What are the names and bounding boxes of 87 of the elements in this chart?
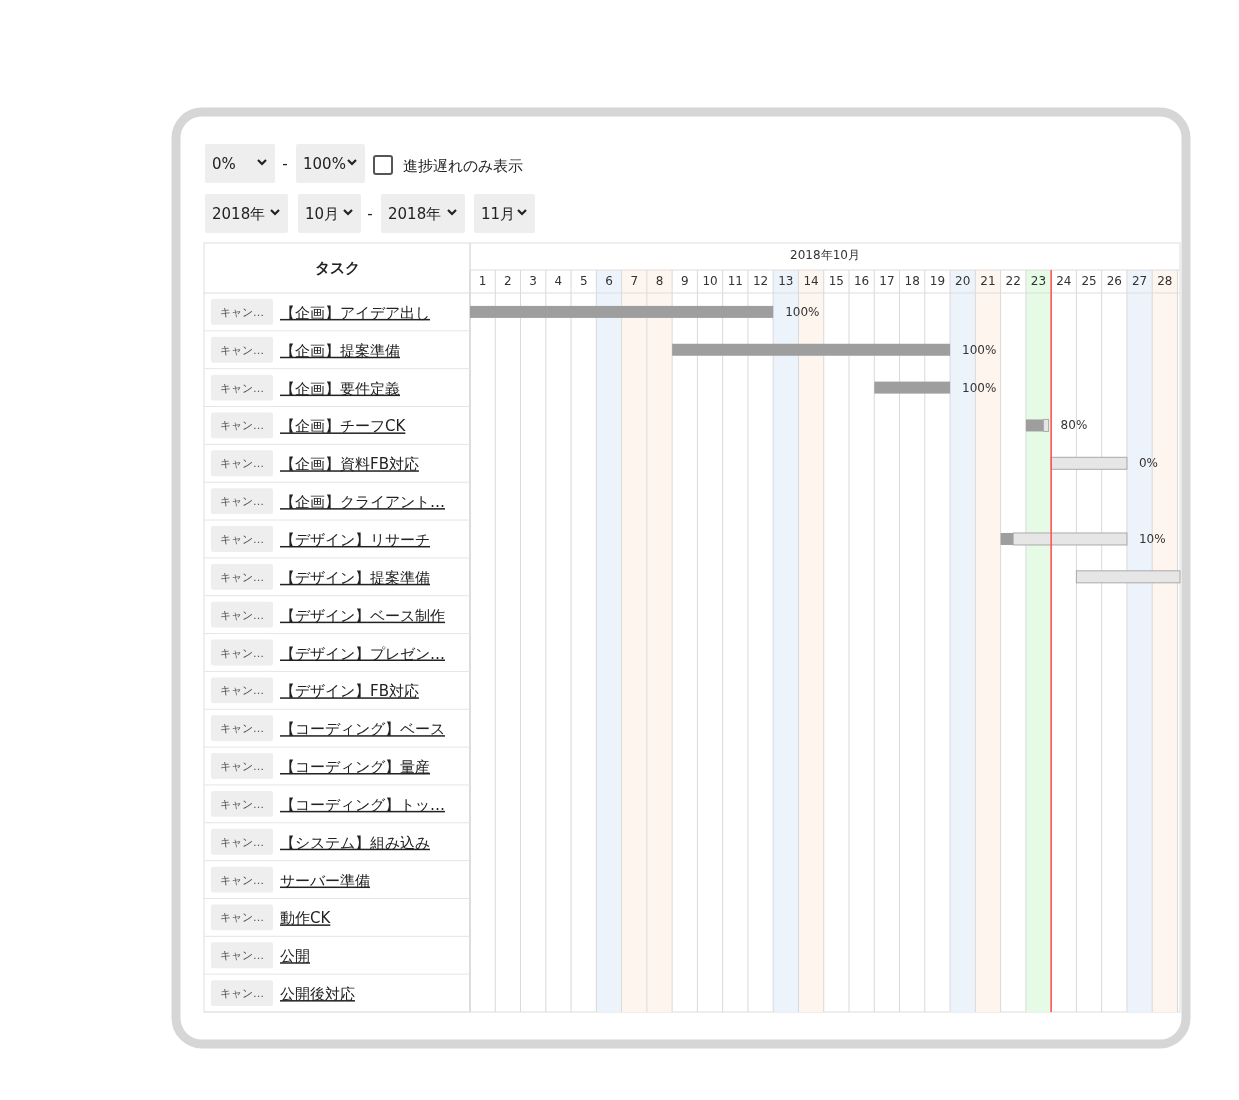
bar	[1050, 456, 1128, 470]
text: 11月	[481, 205, 516, 223]
y-axis-title: タスク	[314, 259, 360, 277]
annotation: 10%	[1138, 531, 1166, 546]
text: キャン…	[220, 305, 264, 319]
text: -	[367, 205, 373, 223]
text: -	[282, 155, 288, 173]
x-tick-label: 18	[904, 274, 920, 288]
y-tick-label: 【デザイン】FB対応	[280, 682, 419, 701]
annotation: 100%	[785, 304, 820, 319]
y-tick-label: 【企画】要件定義	[280, 379, 400, 398]
y-tick-label: 公開	[280, 947, 310, 966]
text: 2018年	[388, 205, 442, 223]
y-tick-label: 動作CK	[280, 909, 332, 928]
text: キャン…	[220, 343, 264, 357]
text: 0%	[212, 155, 236, 173]
text: キャン…	[220, 608, 264, 622]
y-tick-label: 【デザイン】ベース制作	[280, 606, 445, 625]
y-tick-label: 【コーディング】トッ…	[280, 795, 445, 814]
y-tick-label: 【デザイン】プレゼン…	[280, 644, 445, 663]
x-tick-label: 23	[1030, 274, 1047, 288]
x-tick-label: 5	[579, 274, 588, 288]
annotation: 0%	[1138, 456, 1158, 471]
annotation: 100%	[962, 342, 997, 357]
text: キャン…	[220, 646, 264, 660]
text: キャン…	[220, 760, 264, 774]
x-tick-label: 26	[1106, 274, 1122, 288]
x-tick-label: 25	[1081, 274, 1097, 288]
text: キャン…	[220, 873, 264, 887]
text: 100%	[303, 155, 346, 173]
x-tick-label: 7	[630, 274, 639, 288]
text: キャン…	[220, 495, 264, 509]
x-tick-label: 16	[854, 274, 870, 288]
y-tick-label: 【コーディング】ベース	[280, 720, 445, 739]
x-tick-label: 4	[554, 274, 563, 288]
annotation: 100%	[962, 380, 997, 395]
text: キャン…	[220, 722, 264, 736]
x-tick-label: 8	[655, 274, 664, 288]
text: キャン…	[220, 797, 264, 811]
x-tick-label: 2	[504, 274, 512, 288]
y-tick-label: 【デザイン】提案準備	[280, 568, 430, 587]
text: キャン…	[220, 949, 264, 963]
x-tick-label: 27	[1131, 274, 1148, 288]
text: 進捗遅れのみ表示	[403, 157, 523, 175]
text: キャン…	[220, 457, 264, 471]
text: 2018年	[212, 205, 266, 223]
x-tick-label: 13	[778, 274, 794, 288]
text: キャン…	[220, 532, 264, 546]
x-tick-label: 6	[605, 274, 613, 288]
text: キャン…	[220, 835, 264, 849]
y-tick-label: 【企画】チーフCK	[280, 417, 407, 436]
y-tick-label: 【企画】提案準備	[280, 341, 400, 360]
x-tick-label: 9	[680, 274, 689, 288]
text: キャン…	[220, 684, 264, 698]
y-tick-label: 【コーディング】量産	[280, 758, 430, 777]
x-tick-label: 21	[980, 274, 996, 288]
x-tick-label: 3	[529, 274, 537, 288]
y-tick-label: 【システム】組み込み	[280, 833, 430, 852]
x-tick-label: 1	[478, 274, 487, 288]
x-tick-label: 17	[879, 274, 895, 288]
x-tick-label: 28	[1157, 274, 1173, 288]
text: キャン…	[220, 419, 264, 433]
text: キャン…	[220, 911, 264, 925]
x-tick-label: 15	[828, 274, 845, 288]
x-tick-label: 20	[955, 274, 971, 288]
x-tick-label: 14	[803, 274, 819, 288]
y-tick-label: 公開後対応	[280, 985, 355, 1004]
text: キャン…	[220, 381, 264, 395]
text: 10月	[305, 205, 340, 223]
bar	[672, 343, 951, 356]
x-tick-label: 12	[752, 274, 769, 288]
y-tick-label: 【デザイン】リサーチ	[280, 530, 430, 549]
x-tick-label: 19	[929, 274, 946, 288]
annotation: 80%	[1060, 418, 1088, 433]
bar	[874, 381, 951, 394]
x-axis-title: 2018年10月	[790, 248, 860, 262]
y-tick-label: 【企画】資料FB対応	[280, 455, 419, 474]
y-tick-label: 【企画】クライアント…	[280, 493, 445, 512]
y-tick-label: サーバー準備	[280, 871, 370, 890]
x-tick-label: 24	[1056, 274, 1072, 288]
text: キャン…	[220, 570, 264, 584]
x-tick-label: 10	[702, 274, 718, 288]
y-tick-label: 【企画】アイデア出し	[280, 303, 430, 322]
bar	[470, 305, 774, 318]
x-tick-label: 11	[727, 274, 743, 288]
x-tick-label: 22	[1005, 274, 1021, 288]
text: キャン…	[220, 987, 264, 1001]
